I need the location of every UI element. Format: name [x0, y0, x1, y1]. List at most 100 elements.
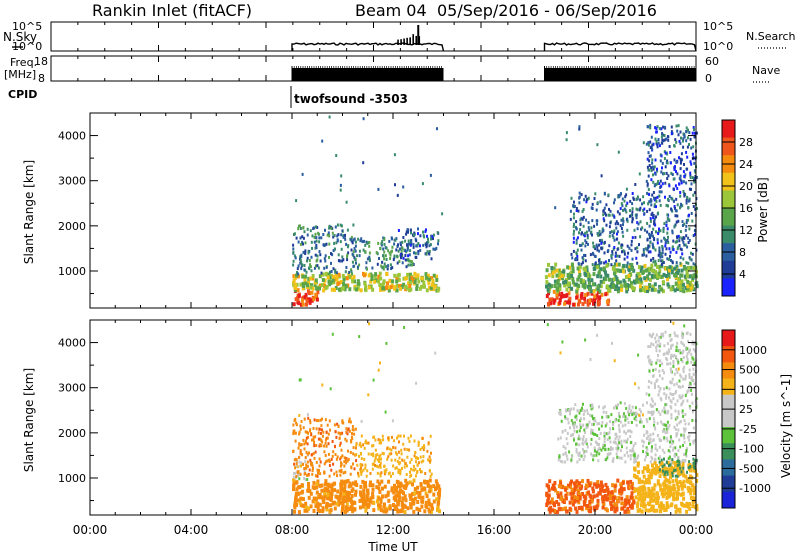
- heatmap-cell: [640, 227, 643, 231]
- heatmap-cell: [665, 351, 668, 355]
- heatmap-cell: [666, 342, 669, 346]
- heatmap-cell: [658, 344, 661, 348]
- heatmap-cell: [655, 274, 659, 279]
- heatmap-cell: [584, 440, 587, 444]
- heatmap-cell: [308, 489, 312, 494]
- heatmap-cell: [350, 270, 353, 273]
- heatmap-cell: [647, 474, 651, 479]
- heatmap-cell: [581, 209, 584, 213]
- heatmap-cell: [569, 412, 571, 416]
- heatmap-cell: [602, 217, 605, 221]
- heatmap-cell: [564, 446, 567, 450]
- heatmap-cell: [661, 362, 663, 366]
- heatmap-cell: [595, 484, 599, 489]
- heatmap-cell: [649, 437, 652, 441]
- heatmap-cell: [441, 212, 444, 216]
- heatmap-cell: [335, 271, 338, 275]
- heatmap-cell: [649, 359, 652, 363]
- heatmap-cell: [357, 474, 360, 478]
- heatmap-cell: [671, 377, 674, 381]
- heatmap-cell: [676, 287, 680, 291]
- heatmap-cell: [638, 508, 642, 512]
- heatmap-cell: [404, 254, 407, 257]
- heatmap-cell: [324, 486, 327, 491]
- heatmap-cell: [625, 289, 629, 294]
- heatmap-cell: [639, 235, 642, 239]
- heatmap-cell: [617, 262, 621, 267]
- heatmap-cell: [412, 243, 415, 247]
- heatmap-cell: [622, 504, 626, 509]
- heatmap-cell: [647, 141, 650, 145]
- heatmap-cell: [599, 261, 602, 265]
- heatmap-cell: [397, 229, 400, 232]
- heatmap-cell: [672, 177, 675, 181]
- heatmap-cell: [555, 281, 559, 286]
- heatmap-cell: [662, 139, 665, 143]
- heatmap-cell: [575, 450, 578, 454]
- heatmap-cell: [378, 283, 382, 287]
- heatmap-cell: [658, 460, 661, 464]
- heatmap-cell: [359, 452, 362, 456]
- heatmap-cell: [604, 448, 607, 452]
- heatmap-cell: [665, 501, 669, 506]
- heatmap-cell: [646, 401, 648, 405]
- heatmap-cell: [603, 440, 606, 444]
- heatmap-cell: [316, 503, 320, 508]
- heatmap-cell: [681, 282, 685, 287]
- heatmap-cell: [654, 158, 657, 162]
- heatmap-cell: [412, 245, 415, 249]
- heatmap-cell: [640, 509, 644, 514]
- heatmap-cell: [627, 454, 630, 458]
- heatmap-cell: [575, 479, 579, 484]
- heatmap-cell: [624, 208, 627, 212]
- heatmap-cell: [594, 419, 597, 423]
- heatmap-cell: [663, 463, 666, 467]
- heatmap-cell: [303, 472, 306, 476]
- heatmap-cell: [691, 356, 694, 360]
- heatmap-cell: [572, 487, 576, 492]
- heatmap-cell: [310, 269, 313, 273]
- heatmap-cell: [610, 254, 613, 258]
- heatmap-cell: [636, 227, 639, 231]
- heatmap-cell: [560, 419, 563, 423]
- heatmap-cell: [619, 283, 623, 288]
- heatmap-cell: [682, 257, 685, 261]
- heatmap-cell: [629, 435, 632, 438]
- colorbar-tick-label: 100: [739, 383, 760, 396]
- heatmap-cell: [647, 434, 650, 438]
- heatmap-cell: [575, 295, 579, 300]
- heatmap-cell: [647, 271, 651, 276]
- heatmap-cell: [408, 480, 412, 485]
- heatmap-cell: [435, 497, 439, 502]
- heatmap-cell: [365, 441, 368, 445]
- heatmap-cell: [413, 454, 416, 458]
- heatmap-cell: [372, 500, 376, 505]
- heatmap-cell: [585, 200, 588, 204]
- heatmap-cell: [420, 276, 424, 281]
- heatmap-cell: [623, 257, 626, 261]
- heatmap-cell: [308, 468, 311, 472]
- heatmap-cell: [374, 278, 378, 283]
- heatmap-cell: [368, 259, 371, 263]
- heatmap-cell: [427, 507, 431, 512]
- heatmap-cell: [301, 263, 304, 267]
- heatmap-cell: [695, 284, 699, 289]
- heatmap-cell: [552, 484, 556, 489]
- heatmap-cell: [671, 261, 674, 265]
- heatmap-cell: [620, 501, 624, 506]
- heatmap-cell: [299, 496, 303, 501]
- heatmap-cell: [322, 233, 325, 236]
- heatmap-cell: [397, 277, 401, 282]
- heatmap-cell: [655, 361, 658, 365]
- heatmap-cell: [667, 268, 671, 273]
- heatmap-cell: [666, 161, 669, 165]
- heatmap-cell: [631, 257, 634, 261]
- heatmap-cell: [328, 282, 332, 287]
- heatmap-cell: [688, 239, 691, 242]
- heatmap-cell: [358, 505, 362, 510]
- heatmap-cell: [633, 280, 637, 285]
- heatmap-cell: [588, 286, 591, 291]
- heatmap-cell: [692, 342, 695, 346]
- heatmap-cell: [329, 387, 332, 391]
- heatmap-cell: [589, 289, 593, 294]
